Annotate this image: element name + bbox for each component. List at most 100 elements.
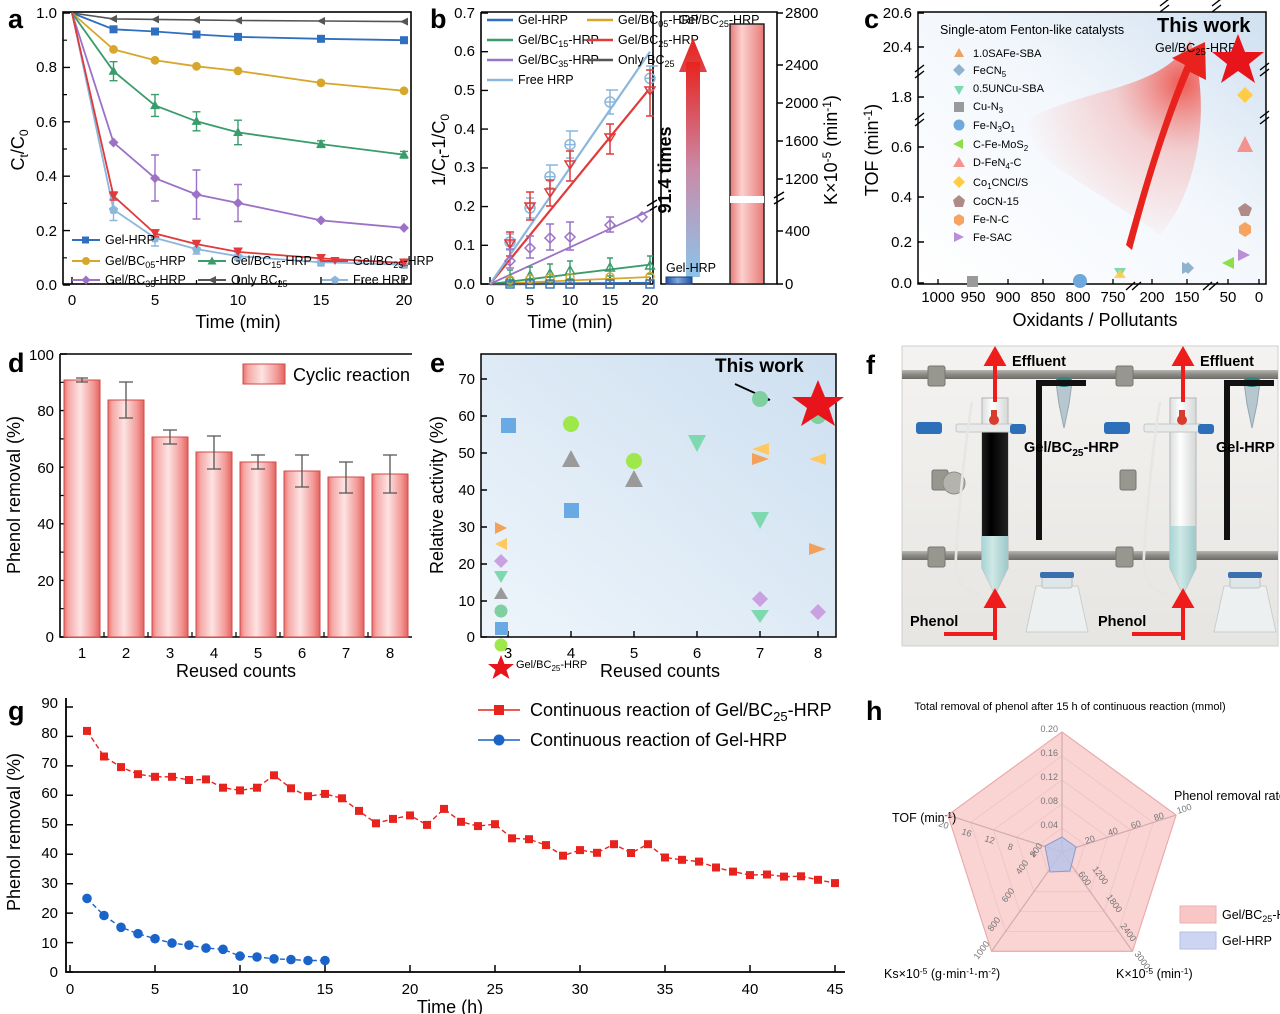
svg-text:FeCN5: FeCN5 (973, 65, 1007, 79)
panel-g-label: g (8, 696, 25, 726)
svg-text:5: 5 (630, 645, 638, 662)
svg-text:0.7: 0.7 (454, 5, 475, 22)
svg-text:20: 20 (458, 556, 475, 573)
svg-text:0: 0 (486, 292, 494, 309)
marker-cocn-15 (953, 195, 965, 207)
trend-arrow-c (1126, 42, 1206, 250)
svg-text:6: 6 (693, 645, 701, 662)
svg-text:60: 60 (37, 460, 54, 477)
series-bc25-a (71, 12, 409, 268)
bar-3 (151, 436, 189, 638)
svg-text:40: 40 (37, 516, 54, 533)
svg-text:Gel/BC15-HRP: Gel/BC15-HRP (231, 254, 312, 270)
panel-d: d 0 20 40 60 80 100 Phenol removal (%) 1… (0, 340, 430, 681)
svg-text:15: 15 (602, 292, 619, 309)
legend-label-red-g: Continuous reaction of Gel/BC25-HRP (530, 700, 832, 724)
point-pvdf-7 (752, 591, 768, 607)
legend-g: Continuous reaction of Gel/BC25-HRP Cont… (478, 700, 832, 750)
svg-text:20.6: 20.6 (883, 5, 912, 22)
svg-text:Gel/BC15-HRP: Gel/BC15-HRP (518, 33, 599, 49)
panel-d-label: d (8, 348, 25, 378)
radar-title-h: Total removal of phenol after 15 h of co… (914, 701, 1225, 713)
effluent-arrow-left (983, 345, 1007, 402)
legend-c: 1.0SAFe-SBA FeCN5 0.5UNCu-SBA Cu-N3 Fe-N… (953, 48, 1045, 244)
svg-text:0.08: 0.08 (1040, 796, 1058, 806)
legend-swatch-gelhrp-h (1179, 931, 1217, 950)
plot-frame-a (62, 11, 412, 285)
svg-text:0.6: 0.6 (891, 139, 912, 156)
legend-swatch-bc25-h (1179, 905, 1217, 924)
legend-marker-nanobiochar (494, 571, 508, 583)
biochar-bed-left (982, 426, 1008, 536)
svg-text:7: 7 (342, 645, 350, 662)
svg-text:7: 7 (756, 645, 764, 662)
marker-d-fen4-c (953, 157, 965, 167)
svg-text:0.4: 0.4 (36, 168, 57, 185)
phenol-label-left: Phenol (910, 614, 958, 630)
svg-text:0.2: 0.2 (891, 234, 912, 251)
svg-text:3: 3 (166, 645, 174, 662)
svg-text:Only BC25: Only BC25 (231, 273, 288, 289)
point-cspva-8 (809, 543, 826, 555)
panel-c-title: Single-atom Fenton-like catalysts (940, 23, 1124, 37)
inset-bottom-label-b: Gel-HRP (666, 261, 716, 275)
svg-text:0.8: 0.8 (36, 59, 57, 76)
legend-label-bc25-h: Gel/BC25-HRP (1222, 908, 1280, 924)
y-axis-ticks-d: 0 20 40 60 80 100 (29, 347, 67, 646)
svg-text:100: 100 (1176, 802, 1193, 816)
svg-text:4: 4 (210, 645, 218, 662)
point-nanobiochar-7 (751, 610, 769, 623)
svg-text:20: 20 (402, 981, 419, 998)
svg-text:30: 30 (458, 519, 475, 536)
legend-item-bc35-b: Gel/BC35-HRP (487, 53, 599, 69)
setup-left-f: Effluent Phenol Gel/BC25-HRP (902, 345, 1119, 640)
svg-text:150: 150 (1174, 289, 1199, 306)
svg-text:1.0SAFe-SBA: 1.0SAFe-SBA (973, 48, 1042, 60)
svg-text:5: 5 (151, 981, 159, 998)
svg-text:Gel/BC05-HRP: Gel/BC05-HRP (618, 13, 699, 29)
star-marker-c (1212, 34, 1264, 83)
radar-ticks-top-h: 0.20 0.16 0.12 0.08 0.04 (1040, 724, 1058, 830)
panel-b-label: b (430, 4, 447, 34)
legend-item-bc25-a: Gel/BC25-HRP (322, 254, 434, 270)
marker-fe-n-c (954, 214, 964, 226)
series-only-bc25-a (71, 12, 408, 26)
panel-h: h Total removal of phenol after 15 h of … (862, 682, 1280, 1014)
panel-c-label: c (864, 4, 880, 34)
svg-text:2800: 2800 (785, 5, 818, 22)
legend-item-free-hrp-a: Free HRP (322, 273, 409, 287)
svg-text:30: 30 (41, 875, 58, 892)
point-c-fe-mos2 (1222, 257, 1234, 269)
svg-text:0.20: 0.20 (1040, 724, 1058, 734)
legend-marker-pmma (495, 538, 507, 550)
y-axis-label-e: Relative activity (%) (427, 416, 447, 574)
svg-text:80: 80 (41, 725, 58, 742)
svg-text:20: 20 (37, 573, 54, 590)
panel-h-label: h (866, 696, 883, 726)
x-axis-ticks-c: 1000 950 900 850 800 750 200 150 50 0 (921, 279, 1263, 306)
marker-fe-n3o1 (953, 119, 965, 131)
valve-right-1 (1104, 422, 1130, 434)
svg-text:Cu-N3: Cu-N3 (973, 101, 1004, 115)
point-amidox-7 (752, 391, 768, 407)
svg-text:8: 8 (386, 645, 394, 662)
point-cnts-3 (501, 418, 516, 433)
svg-text:0.0: 0.0 (891, 275, 912, 292)
svg-text:0: 0 (46, 629, 54, 646)
svg-text:850: 850 (1030, 289, 1055, 306)
tubing-left (954, 401, 981, 596)
point-nanobiochar-6b (751, 512, 769, 529)
marker-cu-n3 (954, 102, 964, 112)
svg-text:100: 100 (29, 347, 54, 364)
svg-text:Free HRP: Free HRP (353, 273, 409, 287)
y-axis-ticks-g: 0 10 20 30 40 50 60 70 80 90 (41, 695, 73, 981)
valve-right-2 (1198, 424, 1214, 434)
point-d-fen4-c (1237, 136, 1253, 152)
svg-text:10: 10 (562, 292, 579, 309)
marker-fecn5 (953, 64, 965, 76)
y-axis-ticks-c: 20.6 20.4 1.8 0.6 0.4 0.2 0.0 (883, 0, 1270, 292)
point-nanobiochar-6 (688, 435, 706, 452)
panel-f: f (860, 340, 1280, 680)
radar-ticks-right-h: 100 80 60 40 20 (1084, 802, 1193, 846)
svg-text:0.2: 0.2 (36, 223, 57, 240)
